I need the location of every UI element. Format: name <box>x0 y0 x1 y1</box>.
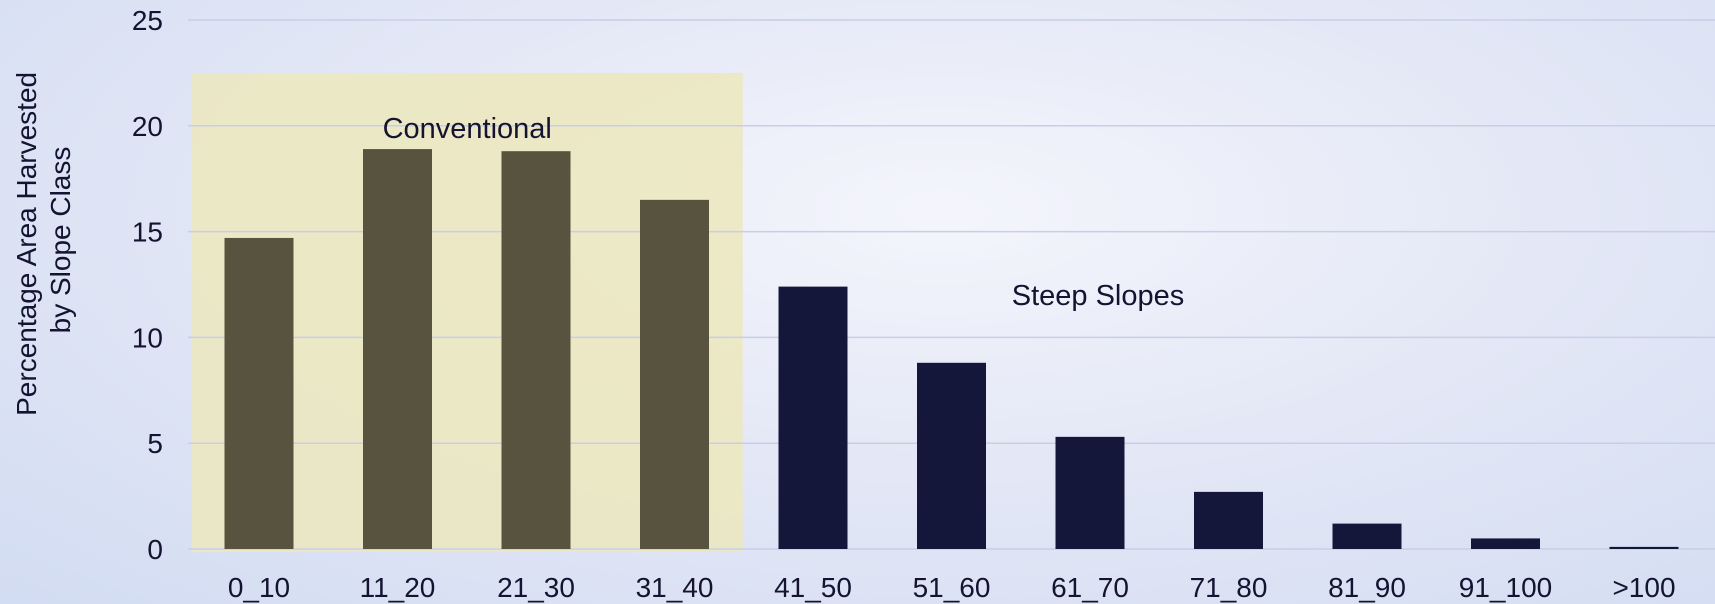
x-tick-label: >100 <box>1612 572 1675 603</box>
y-axis-title: Percentage Area Harvested by Slope Class <box>11 64 76 416</box>
x-tick-label: 91_100 <box>1459 572 1552 603</box>
x-tick-label: 11_20 <box>360 572 436 603</box>
x-tick-label: 0_10 <box>228 572 290 603</box>
bar-21_30 <box>501 151 571 549</box>
y-tick-label: 0 <box>147 534 163 565</box>
y-axis-ticks: 0 5 10 15 20 25 <box>132 5 163 565</box>
bar-91_100 <box>1471 538 1540 549</box>
x-tick-label: 21_30 <box>497 572 575 603</box>
y-tick-label: 5 <box>147 428 163 459</box>
conventional-annotation: Conventional <box>383 113 552 145</box>
y-tick-label: 15 <box>132 217 163 248</box>
x-tick-label: 41_50 <box>774 572 852 603</box>
x-tick-label: 81_90 <box>1328 572 1406 603</box>
x-tick-label: 71_80 <box>1190 572 1268 603</box>
y-tick-label: 25 <box>132 5 163 36</box>
bar-41_50 <box>778 286 848 549</box>
x-tick-label: 61_70 <box>1051 572 1129 603</box>
y-axis-title-line-2: by Slope Class <box>45 147 76 334</box>
y-axis-title-line-1: Percentage Area Harvested <box>11 72 42 416</box>
bar-81_90 <box>1332 523 1402 549</box>
bar-31_40 <box>640 199 709 550</box>
bar-71_80 <box>1194 491 1263 549</box>
y-tick-label: 20 <box>132 111 163 142</box>
x-axis-ticks: 0_10 11_20 21_30 31_40 41_50 51_60 61_70 71_80 8… <box>228 572 1676 603</box>
steep-slopes-annotation: Steep Slopes <box>1012 280 1185 312</box>
bar-51_60 <box>917 362 986 549</box>
bar-11_20 <box>363 149 432 550</box>
bar->100 <box>1609 546 1679 549</box>
x-tick-label: 31_40 <box>636 572 714 603</box>
x-tick-label: 51_60 <box>913 572 991 603</box>
bars <box>224 149 1679 550</box>
bar-61_70 <box>1055 436 1125 549</box>
y-tick-label: 10 <box>132 322 163 353</box>
bar-0_10 <box>224 237 294 549</box>
